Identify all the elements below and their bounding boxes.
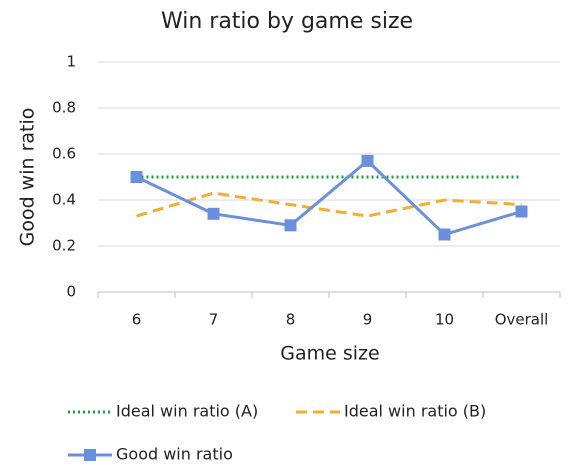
x-axis-title: Game size: [280, 343, 379, 365]
x-tick-label: Overall: [495, 311, 549, 329]
y-axis-title: Good win ratio: [17, 108, 39, 247]
series-line: [136, 191, 522, 218]
y-tick-label: 0.8: [52, 99, 76, 117]
legend-marker: [84, 449, 96, 461]
x-tick-label: 7: [209, 311, 219, 329]
y-tick-label: 0.6: [52, 145, 76, 163]
point: [361, 154, 374, 167]
x-tick-label: 10: [435, 311, 454, 329]
point: [284, 219, 297, 232]
legend-label: Ideal win ratio (A): [116, 402, 258, 421]
chart-title: Win ratio by game size: [161, 9, 413, 34]
legend-label: Ideal win ratio (B): [344, 402, 486, 421]
point: [515, 205, 528, 218]
y-tick-label: 1: [66, 53, 76, 71]
y-tick-label: 0.4: [52, 191, 76, 209]
point: [207, 207, 220, 220]
point: [438, 228, 451, 241]
y-tick-label: 0: [66, 283, 76, 301]
y-tick-label: 0.2: [52, 237, 76, 255]
x-tick-label: 9: [363, 311, 373, 329]
series-line: [135, 158, 522, 237]
point: [130, 171, 143, 183]
legend-label: Good win ratio: [116, 445, 233, 464]
x-tick-label: 6: [132, 311, 142, 329]
x-tick-label: 8: [286, 311, 296, 329]
